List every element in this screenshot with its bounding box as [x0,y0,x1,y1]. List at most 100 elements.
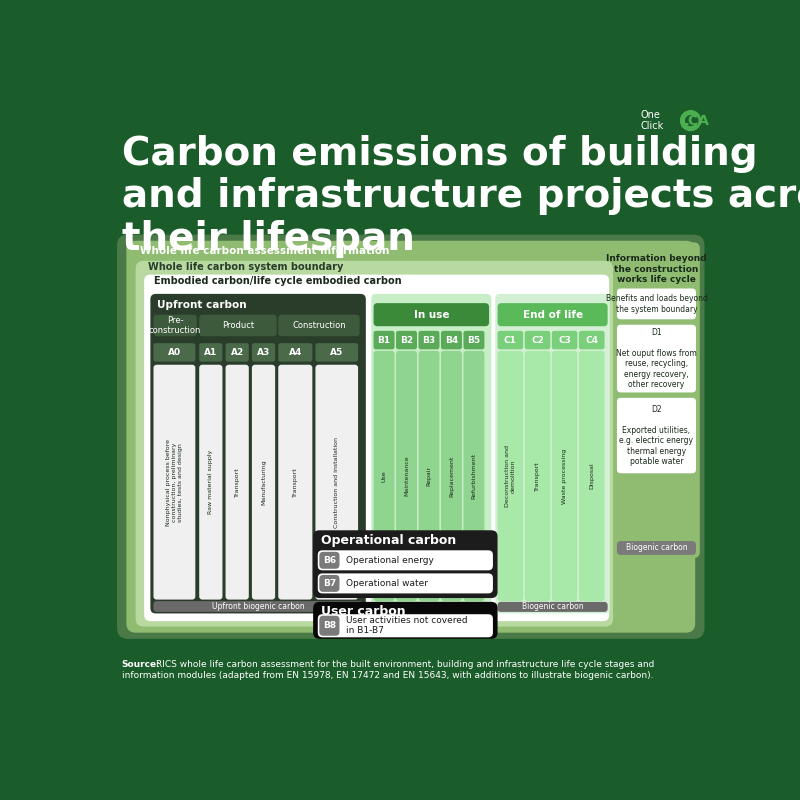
Text: Whole life carbon system boundary: Whole life carbon system boundary [148,262,343,272]
FancyBboxPatch shape [495,294,610,614]
FancyBboxPatch shape [498,303,608,326]
FancyBboxPatch shape [579,331,605,350]
Text: B1: B1 [378,335,390,345]
FancyBboxPatch shape [319,575,339,592]
Text: User activities not covered
in B1-B7: User activities not covered in B1-B7 [346,616,467,635]
FancyBboxPatch shape [278,365,312,599]
Text: Operational carbon: Operational carbon [321,534,456,546]
FancyBboxPatch shape [617,541,696,555]
Text: B3: B3 [422,335,435,345]
FancyBboxPatch shape [525,331,550,350]
FancyBboxPatch shape [319,616,339,636]
Text: RICS whole life carbon assessment for the built environment, building and infras: RICS whole life carbon assessment for th… [156,660,654,669]
Text: Use: Use [382,470,386,482]
Text: Nonphysical process before
construction, preliminary
studies, tests and design: Nonphysical process before construction,… [166,438,182,526]
Text: Upfront biogenic carbon: Upfront biogenic carbon [212,602,305,611]
Text: End of life: End of life [522,310,582,320]
Text: Waste processing: Waste processing [562,448,567,504]
Text: Disposal: Disposal [590,462,594,490]
Text: Information beyond
the construction
works life cycle: Information beyond the construction work… [606,254,706,284]
FancyBboxPatch shape [374,351,394,601]
Text: Manufacturing: Manufacturing [261,459,266,505]
FancyBboxPatch shape [150,294,366,614]
Text: B4: B4 [445,335,458,345]
Text: Transport: Transport [535,461,540,491]
Text: Construction and installation: Construction and installation [334,437,339,528]
Text: A4: A4 [289,348,302,357]
FancyBboxPatch shape [154,365,195,599]
FancyBboxPatch shape [199,343,222,362]
Text: Embodied carbon/life cycle embodied carbon: Embodied carbon/life cycle embodied carb… [154,276,402,286]
FancyBboxPatch shape [199,314,277,336]
FancyBboxPatch shape [226,365,249,599]
FancyBboxPatch shape [318,614,493,638]
FancyBboxPatch shape [617,325,696,393]
FancyBboxPatch shape [418,351,439,601]
FancyBboxPatch shape [318,550,493,570]
FancyBboxPatch shape [144,274,609,621]
Text: Construction: Construction [292,321,346,330]
Text: Deconstruction and
demolition: Deconstruction and demolition [505,445,516,507]
FancyBboxPatch shape [374,602,489,612]
Text: C3: C3 [558,335,571,345]
FancyBboxPatch shape [226,343,249,362]
FancyBboxPatch shape [613,242,700,558]
Text: Operational energy: Operational energy [346,556,434,565]
FancyBboxPatch shape [374,303,489,326]
FancyBboxPatch shape [313,530,498,598]
Text: Biogenic carbon: Biogenic carbon [522,602,583,611]
Text: Transport: Transport [293,467,298,497]
Text: Whole life carbon assessment information: Whole life carbon assessment information [140,246,390,256]
FancyBboxPatch shape [579,351,605,601]
Text: A1: A1 [204,348,218,357]
Text: Carbon emissions of building
and infrastructure projects across
their lifespan: Carbon emissions of building and infrast… [122,134,800,258]
FancyBboxPatch shape [463,331,485,350]
Text: A3: A3 [257,348,270,357]
FancyBboxPatch shape [498,331,523,350]
Text: Transport: Transport [234,467,240,497]
Text: Product: Product [222,321,254,330]
Text: B8: B8 [323,622,336,630]
FancyBboxPatch shape [319,552,339,569]
Text: C1: C1 [504,335,517,345]
Text: D1

Net ouput flows from
reuse, recycling,
energy recovery,
other recovery: D1 Net ouput flows from reuse, recycling… [616,328,697,389]
FancyBboxPatch shape [498,351,523,601]
Text: Operational water: Operational water [346,579,428,588]
FancyBboxPatch shape [315,365,358,599]
FancyBboxPatch shape [154,343,195,362]
Text: A5: A5 [330,348,343,357]
FancyBboxPatch shape [126,241,695,633]
FancyBboxPatch shape [117,234,705,639]
Text: D2

Exported utilities,
e.g. electric energy
thermal energy
potable water: D2 Exported utilities, e.g. electric ene… [619,405,694,466]
Text: Repair: Repair [426,466,431,486]
FancyBboxPatch shape [154,314,197,336]
FancyBboxPatch shape [154,601,362,612]
FancyBboxPatch shape [252,343,275,362]
Text: User carbon: User carbon [321,606,406,618]
FancyBboxPatch shape [463,351,485,601]
Text: Biogenic carbon: Biogenic carbon [626,543,687,553]
Text: Benefits and loads beyond
the system boundary: Benefits and loads beyond the system bou… [606,294,707,314]
Text: LCA: LCA [680,114,710,128]
Text: B7: B7 [322,579,336,588]
Text: Maintenance: Maintenance [404,456,409,496]
FancyBboxPatch shape [315,343,358,362]
FancyBboxPatch shape [617,289,696,319]
FancyBboxPatch shape [318,574,493,594]
FancyBboxPatch shape [374,331,394,350]
FancyBboxPatch shape [498,602,608,612]
FancyBboxPatch shape [313,602,498,639]
Text: Source:: Source: [122,660,161,669]
Text: Refurbishment: Refurbishment [471,453,477,499]
FancyBboxPatch shape [418,331,439,350]
Text: information modules (adapted from EN 15978, EN 17472 and EN 15643, with addition: information modules (adapted from EN 159… [122,670,654,679]
FancyBboxPatch shape [441,351,462,601]
FancyBboxPatch shape [441,331,462,350]
FancyBboxPatch shape [552,331,578,350]
FancyBboxPatch shape [525,351,550,601]
FancyBboxPatch shape [278,314,360,336]
FancyBboxPatch shape [396,351,417,601]
FancyBboxPatch shape [278,343,312,362]
Text: C4: C4 [586,335,598,345]
FancyBboxPatch shape [396,331,417,350]
